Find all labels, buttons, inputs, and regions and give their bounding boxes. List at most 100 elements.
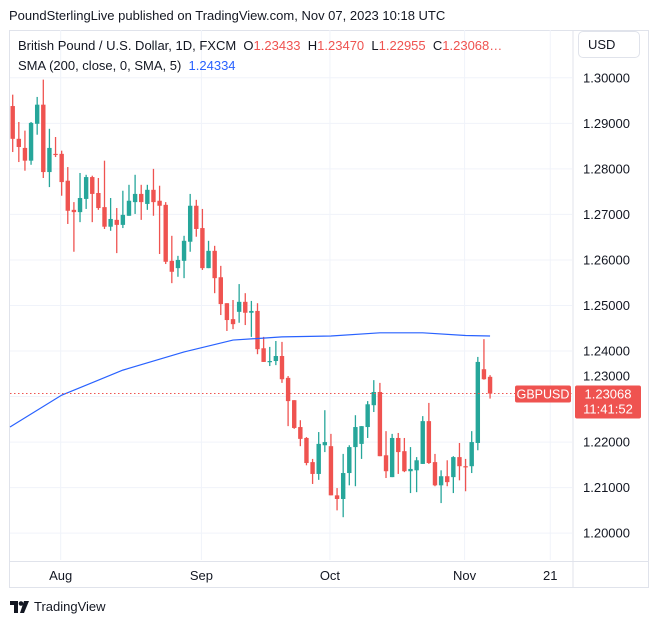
candle-body-down xyxy=(96,193,101,209)
candle-body-down xyxy=(383,455,389,472)
tradingview-logo-icon xyxy=(10,600,29,613)
price-axis-label: 1.25000 xyxy=(583,298,630,313)
price-axis-label: 1.30000 xyxy=(583,70,630,85)
candle-body-up xyxy=(206,250,211,269)
candle-body-down xyxy=(65,180,70,211)
series-legend: British Pound / U.S. Dollar, 1D, FXCM O1… xyxy=(18,36,502,56)
candle-body-up xyxy=(389,437,395,478)
candle-body-down xyxy=(22,147,28,161)
candle-body-up xyxy=(28,122,34,161)
symbol-tag: GBPUSD xyxy=(517,387,570,401)
low-label: L xyxy=(371,38,379,53)
candle-body-down xyxy=(59,153,64,183)
candle-body-down xyxy=(71,209,77,213)
price-axis-label: 1.21000 xyxy=(583,480,630,495)
candle-body-up xyxy=(236,301,242,312)
price-axis-label: 1.29000 xyxy=(583,116,630,131)
time-axis-label: Nov xyxy=(453,568,477,583)
candle-body-up xyxy=(414,460,419,471)
sma-value: 1.24334 xyxy=(188,58,236,73)
chart-legend: British Pound / U.S. Dollar, 1D, FXCM O1… xyxy=(18,36,502,76)
candle-body-down xyxy=(463,466,468,468)
candle-body-up xyxy=(145,189,150,204)
candle-body-down xyxy=(200,228,205,269)
currency-button[interactable]: USD xyxy=(578,31,640,58)
candle-body-down xyxy=(298,427,303,439)
candle-body-down xyxy=(396,437,401,453)
candle-body-up xyxy=(347,447,352,474)
candle-body-down xyxy=(243,301,248,313)
symbol-tag-bg xyxy=(515,385,571,403)
time-axis-label: 21 xyxy=(543,568,557,583)
high-value: 1.23470 xyxy=(317,38,365,53)
candle-body-down xyxy=(139,193,144,203)
candle-body-down xyxy=(114,219,119,225)
candle-body-down xyxy=(224,303,230,321)
time-axis-label: Oct xyxy=(320,568,341,583)
candle-body-down xyxy=(261,348,266,362)
candle-body-up xyxy=(451,457,456,478)
sma-line xyxy=(9,332,491,428)
candle-body-down xyxy=(10,106,15,139)
candle-body-down xyxy=(90,177,95,194)
candle-body-down xyxy=(212,250,217,279)
time-axis-label: Sep xyxy=(190,568,213,583)
candle-body-down xyxy=(41,104,46,173)
candle-body-down xyxy=(163,204,168,262)
candle-body-up xyxy=(181,240,187,261)
high-label: H xyxy=(307,38,318,53)
candle-body-up xyxy=(132,193,138,203)
candle-body-up xyxy=(371,391,376,406)
candle-body-down xyxy=(457,457,462,467)
candle-body-up xyxy=(126,200,132,216)
price-axis-label: 1.28000 xyxy=(583,161,630,176)
candle-body-up xyxy=(469,442,474,467)
candle-body-down xyxy=(402,451,407,472)
candle-body-down xyxy=(194,205,199,229)
sma-legend: SMA (200, close, 0, SMA, 5) 1.24334 xyxy=(18,56,502,76)
candle-body-down xyxy=(487,376,493,394)
candle-body-up xyxy=(83,177,89,199)
candle-body-down xyxy=(426,421,432,464)
time-axis-label: Aug xyxy=(49,568,72,583)
candle-body-up xyxy=(108,218,113,227)
candle-body-down xyxy=(292,400,297,428)
candle-body-up xyxy=(420,421,425,464)
candle-body-down xyxy=(16,138,22,148)
candle-body-down xyxy=(432,462,438,486)
candle-body-up xyxy=(340,473,346,499)
tradingview-logo[interactable]: TradingView xyxy=(10,599,106,614)
chart-frame xyxy=(9,30,649,588)
candle-body-down xyxy=(218,277,223,305)
candle-body-up xyxy=(365,404,370,428)
candle-body-up xyxy=(175,259,181,269)
price-axis-label: 1.24000 xyxy=(583,344,630,359)
candle-body-down xyxy=(377,391,383,457)
candle-body-up xyxy=(47,147,52,173)
price-axis-label: 1.27000 xyxy=(583,207,630,222)
candle-body-down xyxy=(304,437,309,464)
open-label: O xyxy=(243,38,254,53)
candle-body-down xyxy=(53,153,58,156)
candle-body-down xyxy=(102,207,107,227)
candle-body-up xyxy=(408,468,413,472)
candle-body-up xyxy=(475,361,481,443)
candle-body-up xyxy=(322,442,328,446)
sma-label[interactable]: SMA (200, close, 0, SMA, 5) xyxy=(18,58,182,73)
candle-body-up xyxy=(267,361,272,363)
candle-body-down xyxy=(279,356,285,380)
open-value: 1.23433 xyxy=(253,38,301,53)
low-value: 1.22955 xyxy=(378,38,426,53)
price-axis-label: 1.23000 xyxy=(583,368,630,383)
candle-body-down xyxy=(151,189,156,203)
candle-body-up xyxy=(187,205,193,242)
last-price-label: 1.23068 xyxy=(585,386,632,401)
candle-body-up xyxy=(34,104,40,124)
close-label: C xyxy=(432,38,443,53)
candle-body-down xyxy=(334,495,340,499)
candle-body-down xyxy=(230,319,236,325)
symbol-description[interactable]: British Pound / U.S. Dollar, 1D, FXCM xyxy=(18,38,237,53)
candle-body-up xyxy=(438,476,444,486)
last-price-tag-bg xyxy=(575,385,641,419)
